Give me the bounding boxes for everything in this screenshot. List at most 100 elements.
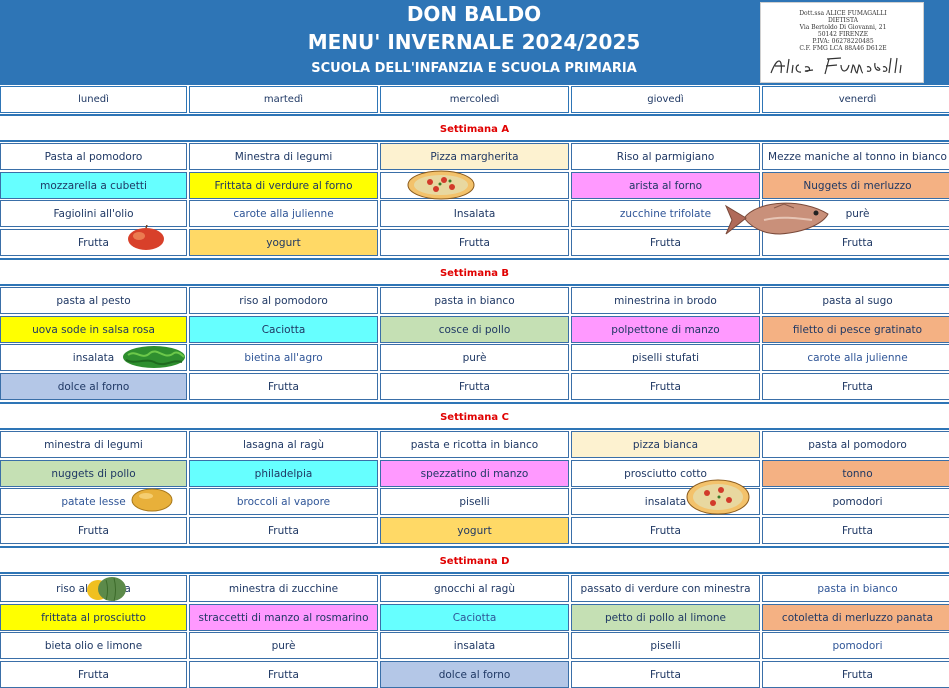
signature-image <box>770 57 902 75</box>
menu-row: nuggets di pollo philadelpia spezzatino di… <box>0 460 949 487</box>
school-type: SCUOLA DELL'INFANZIA E SCUOLA PRIMARIA <box>311 61 637 76</box>
menu-cell-friday: tonno <box>762 460 949 487</box>
menu-cell-wednesday: dolce al forno <box>380 661 569 688</box>
menu-cell-wednesday: Frutta <box>380 229 569 256</box>
menu-cell-monday: uova sode in salsa rosa <box>0 316 187 343</box>
menu-row: Frutta Frutta dolce al forno Frutta Frutta <box>0 661 949 688</box>
menu-cell-tuesday: straccetti di manzo al rosmarino <box>189 604 378 631</box>
menu-cell-monday: dolce al forno <box>0 373 187 400</box>
menu-cell-tuesday: Frutta <box>189 373 378 400</box>
menu-cell-wednesday: spezzatino di manzo <box>380 460 569 487</box>
menu-cell-monday: minestra di legumi <box>0 431 187 458</box>
menu-cell-friday: pasta in bianco <box>762 575 949 602</box>
menu-title: MENU' INVERNALE 2024/2025 <box>307 30 641 54</box>
menu-cell-wednesday: cosce di pollo <box>380 316 569 343</box>
menu-cell-monday: Pasta al pomodoro <box>0 143 187 170</box>
menu-cell-wednesday: purè <box>380 344 569 371</box>
pumpkin-icon <box>87 577 126 602</box>
menu-cell-tuesday: philadelpia <box>189 460 378 487</box>
menu-cell-thursday: piselli stufati <box>571 344 760 371</box>
menu-cell-monday: bieta olio e limone <box>0 632 187 659</box>
menu-cell-monday: insalata <box>0 344 187 371</box>
menu-row: Pasta al pomodoro Minestra di legumi Pizza… <box>0 143 949 170</box>
day-wednesday: mercoledì <box>380 86 569 113</box>
menu-cell-thursday: Frutta <box>571 229 760 256</box>
menu-cell-friday: Nuggets di merluzzo <box>762 172 949 199</box>
stamp-vat: P.IVA: 06278220485 <box>812 38 874 45</box>
day-thursday: giovedì <box>571 86 760 113</box>
menu-cell-friday: Mezze maniche al tonno in bianco <box>762 143 949 170</box>
menu-row: patate lesse broccoli al vapore piselli ins… <box>0 488 949 515</box>
menu-cell-thursday: Frutta <box>571 373 760 400</box>
day-friday: venerdì <box>762 86 949 113</box>
menu-cell-wednesday: pasta e ricotta in bianco <box>380 431 569 458</box>
menu-cell-friday: pomodori <box>762 632 949 659</box>
menu-cell-thursday: Frutta <box>571 661 760 688</box>
menu-cell-wednesday: piselli <box>380 488 569 515</box>
menu-cell-thursday: arista al forno <box>571 172 760 199</box>
menu-row: frittata al prosciutto straccetti di manz… <box>0 604 949 631</box>
menu-cell-monday: patate lesse <box>0 488 187 515</box>
menu-cell-friday: Frutta <box>762 373 949 400</box>
menu-cell-monday: Frutta <box>0 229 187 256</box>
menu-cell-friday: Frutta <box>762 517 949 544</box>
school-name: DON BALDO <box>406 2 542 26</box>
menu-cell-friday: cotoletta di merluzzo panata <box>762 604 949 631</box>
week-label: Settimana C <box>0 402 949 430</box>
menu-cell-thursday: Frutta <box>571 517 760 544</box>
stamp-city: 50142 FIRENZE <box>817 31 869 38</box>
stamp-tax-code: C.F. FMG LCA 88A46 D612E <box>799 45 887 52</box>
weekday-header-row: lunedì martedì mercoledì giovedì venerdì <box>0 86 949 113</box>
menu-cell-thursday: pizza bianca <box>571 431 760 458</box>
menu-cell-friday: carote alla julienne <box>762 344 949 371</box>
menu-cell-monday: Fagiolini all'olio <box>0 200 187 227</box>
menu-row: riso alla zuccaminestra di zucchinegnocc… <box>0 575 949 602</box>
menu-cell-monday: frittata al prosciutto <box>0 604 187 631</box>
menu-cell-monday: mozzarella a cubetti <box>0 172 187 199</box>
apple-icon <box>128 225 164 250</box>
menu-cell-tuesday: minestra di zucchine <box>189 575 378 602</box>
menu-cell-tuesday: lasagna al ragù <box>189 431 378 458</box>
stamp-role: DIETISTA <box>827 17 859 24</box>
menu-cell-tuesday: riso al pomodoro <box>189 287 378 314</box>
menu-cell-tuesday: purè <box>189 632 378 659</box>
menu-cell-thursday: polpettone di manzo <box>571 316 760 343</box>
menu-row: Fagiolini all'olio carote alla julienne In… <box>0 200 949 227</box>
menu-header: DON BALDO MENU' INVERNALE 2024/2025 SCUO… <box>0 0 949 85</box>
menu-row: insalata bietina all'agro purè piselli stuf… <box>0 344 949 371</box>
menu-cell-wednesday: insalata <box>380 632 569 659</box>
menu-cell-tuesday: Caciotta <box>189 316 378 343</box>
menu-cell-tuesday: bietina all'agro <box>189 344 378 371</box>
menu-cell-thursday: passato di verdure con minestra <box>571 575 760 602</box>
pizza-icon <box>407 170 475 200</box>
day-tuesday: martedì <box>189 86 378 113</box>
menu-cell-monday: Frutta <box>0 661 187 688</box>
menu-cell-tuesday: yogurt <box>189 229 378 256</box>
menu-cell-friday: pomodori <box>762 488 949 515</box>
menu-cell-thursday: petto di pollo al limone <box>571 604 760 631</box>
menu-cell-tuesday: carote alla julienne <box>189 200 378 227</box>
menu-row: Frutta yogurt Frutta Frutta Frutta <box>0 229 949 256</box>
potato-icon <box>131 488 173 512</box>
menu-row: Frutta Frutta yogurt Frutta Frutta <box>0 517 949 544</box>
menu-cell-thursday: minestrina in brodo <box>571 287 760 314</box>
week-label: Settimana B <box>0 258 949 286</box>
week-label: Settimana D <box>0 546 949 574</box>
menu-row: dolce al forno Frutta Frutta Frutta Frutta <box>0 373 949 400</box>
menu-cell-thursday: prosciutto cotto <box>571 460 760 487</box>
menu-cell-friday: pasta al sugo <box>762 287 949 314</box>
menu-cell-wednesday: pasta in bianco <box>380 287 569 314</box>
menu-cell-wednesday: gnocchi al ragù <box>380 575 569 602</box>
menu-cell-tuesday: Frutta <box>189 517 378 544</box>
menu-cell-friday: filetto di pesce gratinato <box>762 316 949 343</box>
menu-cell-wednesday: Pizza margherita <box>380 143 569 170</box>
pizza-icon <box>686 479 750 515</box>
menu-cell-tuesday: Frutta <box>189 661 378 688</box>
menu-cell-wednesday: Insalata <box>380 200 569 227</box>
menu-row: pasta al pesto riso al pomodoro pasta in b… <box>0 287 949 314</box>
menu-cell-tuesday: broccoli al vapore <box>189 488 378 515</box>
fish-icon <box>724 202 829 235</box>
week-label: Settimana A <box>0 114 949 142</box>
menu-row: uova sode in salsa rosa Caciotta cosce di … <box>0 316 949 343</box>
dietitian-stamp: Dott.ssa ALICE FUMAGALLI DIETISTA Via Be… <box>760 2 924 83</box>
